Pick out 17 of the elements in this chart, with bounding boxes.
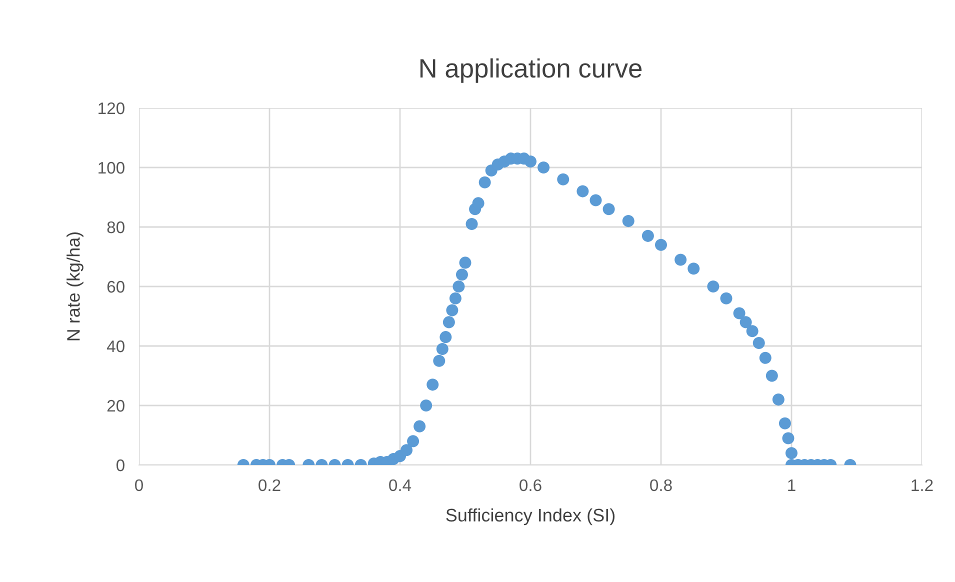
y-tick-label: 80 bbox=[107, 221, 124, 234]
y-tick-label: 120 bbox=[98, 102, 124, 114]
x-tick-label: 0.8 bbox=[650, 479, 672, 492]
y-tick-label: 60 bbox=[107, 280, 124, 293]
x-tick-label: 0.6 bbox=[520, 479, 542, 492]
x-tick-label: 0.2 bbox=[258, 479, 280, 492]
chart-title: N application curve bbox=[420, 58, 642, 83]
y-tick-label: 0 bbox=[116, 459, 124, 472]
y-tick-label: 100 bbox=[98, 162, 124, 174]
x-tick-label: 1.2 bbox=[912, 479, 933, 491]
x-tick-label: 1 bbox=[788, 480, 796, 491]
y-tick-label: 20 bbox=[107, 400, 124, 412]
x-axis-title: Sufficiency Index (SI) bbox=[446, 508, 615, 526]
y-tick-label: 40 bbox=[106, 340, 124, 352]
x-tick-label: 0 bbox=[135, 479, 143, 492]
x-tick-label: 0.4 bbox=[389, 479, 412, 492]
y-axis-title: N rate (kg/ha) bbox=[66, 232, 84, 340]
